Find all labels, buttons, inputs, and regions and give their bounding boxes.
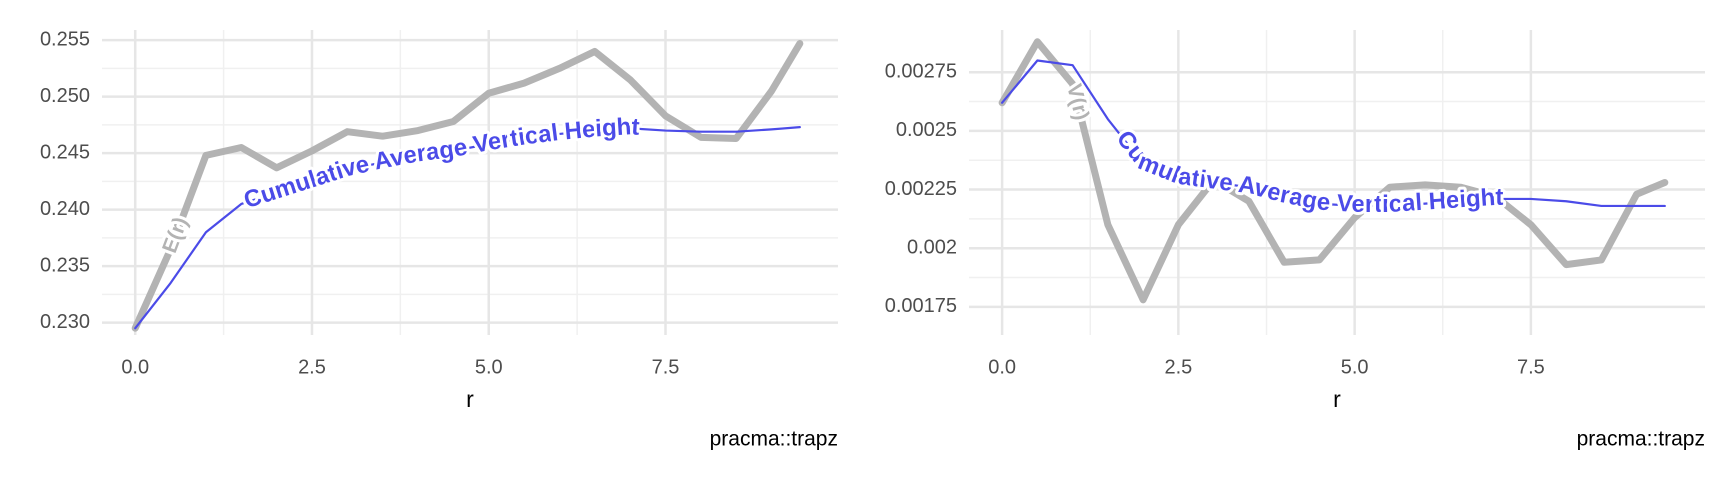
line	[998, 38, 1669, 304]
line-label-text: E(r)	[155, 211, 195, 259]
line-label: Cumulative Average Vertical Height	[241, 114, 641, 215]
y-tick-label: 0.002	[907, 236, 957, 258]
x-axis-title: r	[466, 386, 474, 412]
line-label-text: Cumulative Average Vertical Height	[1108, 123, 1507, 222]
line	[134, 126, 801, 330]
y-tick-label: 0.00275	[885, 61, 957, 83]
line	[131, 40, 804, 332]
y-tick-label: 0.245	[40, 141, 90, 163]
x-tick-label: 5.0	[1341, 356, 1369, 378]
line-label: Cumulative Average Vertical Height	[1111, 126, 1504, 219]
x-tick-label: 0.0	[121, 356, 149, 378]
caption: pracma::trapz	[710, 428, 838, 451]
y-tick-label: 0.00175	[885, 295, 957, 317]
line-label: V(r)	[1063, 82, 1094, 123]
x-tick-label: 2.5	[298, 356, 326, 378]
x-tick-label: 7.5	[1517, 356, 1545, 378]
y-tick-label: 0.255	[40, 28, 90, 50]
x-tick-label: 7.5	[652, 356, 680, 378]
y-tick-label: 0.00225	[885, 178, 957, 200]
line-label-text: V(r)	[1060, 79, 1097, 126]
y-tick-label: 0.240	[40, 198, 90, 220]
x-tick-label: 2.5	[1164, 356, 1192, 378]
line	[1001, 59, 1666, 208]
y-tick-label: 0.235	[40, 254, 90, 276]
y-tick-label: 0.250	[40, 85, 90, 107]
x-axis-title: r	[1333, 386, 1341, 412]
line-label-text: Cumulative Average Vertical Height	[238, 111, 644, 218]
y-tick-label: 0.0025	[896, 119, 957, 141]
caption: pracma::trapz	[1577, 428, 1705, 451]
y-tick-label: 0.230	[40, 311, 90, 333]
line-label: E(r)	[158, 214, 192, 256]
x-tick-label: 5.0	[475, 356, 503, 378]
x-tick-label: 0.0	[988, 356, 1016, 378]
